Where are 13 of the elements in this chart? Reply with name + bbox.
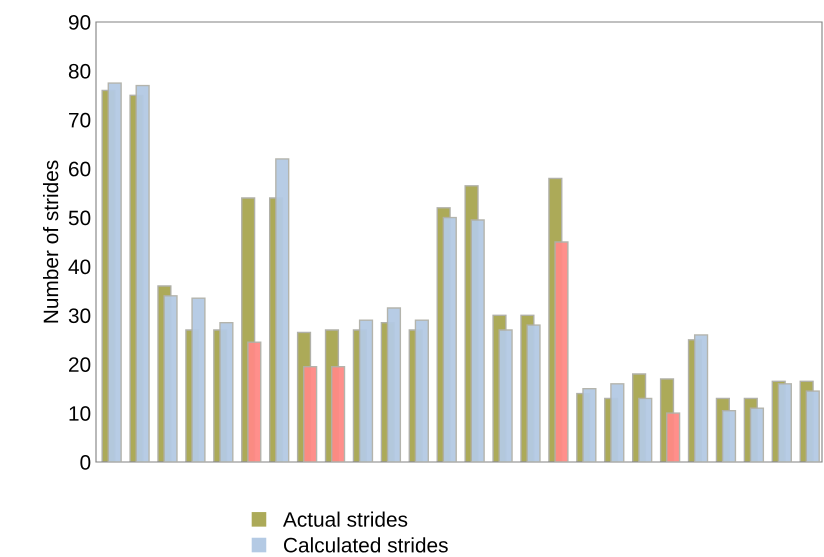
y-tick-label: 70 — [69, 112, 90, 128]
legend-label: Actual strides — [282, 512, 408, 527]
y-tick-label: 30 — [68, 308, 90, 324]
y-axis-title: Number of strides — [42, 160, 58, 322]
legend-label: Calculated strides — [284, 537, 448, 553]
y-tick-label: 80 — [68, 64, 90, 79]
y-tick-label: 50 — [68, 210, 90, 226]
y-tick-label: 20 — [69, 357, 90, 372]
y-tick-label: 0 — [80, 455, 90, 470]
y-tick-label: 40 — [68, 259, 90, 274]
y-tick-label: 10 — [70, 406, 90, 421]
y-tick-label: 60 — [69, 162, 90, 176]
y-tick-label: 90 — [68, 15, 90, 30]
